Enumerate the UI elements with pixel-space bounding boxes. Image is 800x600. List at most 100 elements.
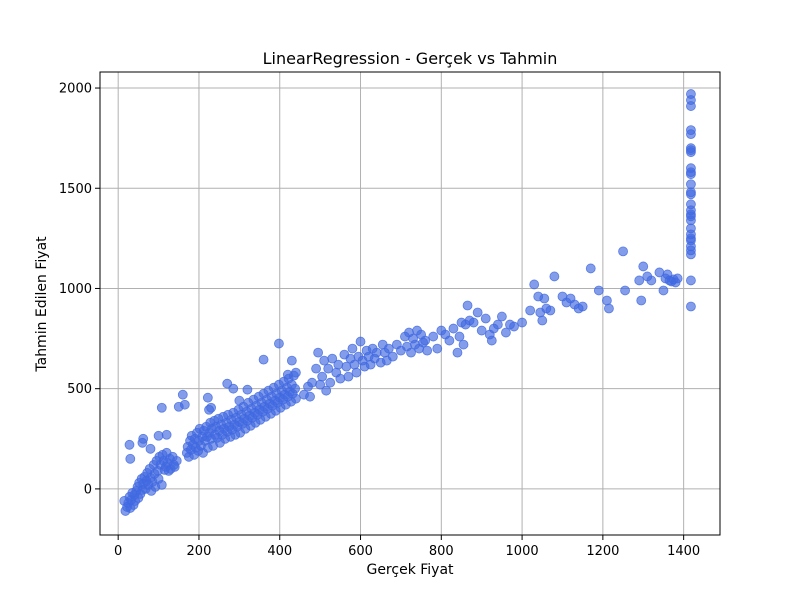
- data-point: [686, 167, 696, 178]
- data-point: [448, 323, 459, 334]
- data-point: [171, 455, 182, 466]
- x-tick-label: 1200: [586, 544, 619, 559]
- data-point: [321, 385, 332, 396]
- data-point: [290, 383, 300, 394]
- data-point: [452, 347, 463, 358]
- data-point: [620, 285, 630, 296]
- data-point: [454, 331, 465, 342]
- data-point: [444, 335, 455, 346]
- data-point: [341, 361, 352, 372]
- data-point: [383, 343, 394, 354]
- data-point: [202, 392, 213, 403]
- y-tick-label: 500: [67, 382, 92, 397]
- data-point: [638, 261, 649, 272]
- data-point: [539, 293, 550, 304]
- data-point: [351, 367, 362, 378]
- data-point: [371, 347, 382, 358]
- x-tick-label: 400: [267, 544, 292, 559]
- data-point: [537, 315, 548, 326]
- x-tick-label: 600: [348, 544, 373, 559]
- x-tick-label: 200: [187, 544, 212, 559]
- data-point: [476, 325, 487, 336]
- x-axis-label: Gerçek Fiyat: [366, 562, 454, 578]
- data-point: [686, 245, 696, 256]
- data-point: [686, 233, 696, 244]
- x-tick-label: 1000: [506, 544, 539, 559]
- data-point: [305, 391, 315, 402]
- data-point: [509, 321, 519, 332]
- data-point: [686, 187, 696, 198]
- chart-title: LinearRegression - Gerçek vs Tahmin: [263, 49, 558, 68]
- data-point: [549, 271, 560, 282]
- data-point: [406, 347, 416, 358]
- data-point: [274, 338, 284, 349]
- y-tick-label: 0: [84, 482, 92, 497]
- data-point: [604, 303, 614, 314]
- data-point: [422, 345, 433, 356]
- data-point: [343, 371, 354, 382]
- x-tick-label: 1400: [667, 544, 700, 559]
- plot-frame: [99, 71, 721, 536]
- data-point: [618, 246, 628, 257]
- data-point: [529, 279, 540, 290]
- data-point: [468, 317, 479, 328]
- data-point: [486, 335, 497, 346]
- data-point: [319, 355, 330, 366]
- data-point: [634, 275, 645, 286]
- data-point: [333, 359, 344, 370]
- data-point: [686, 275, 696, 286]
- data-point: [658, 285, 669, 296]
- y-tick-label: 1000: [59, 282, 92, 297]
- data-point: [472, 307, 483, 318]
- data-point: [672, 273, 683, 284]
- data-point: [125, 453, 136, 464]
- data-point: [317, 371, 328, 382]
- grid: [100, 72, 720, 535]
- data-point: [501, 327, 511, 338]
- data-point: [428, 331, 439, 342]
- data-point: [646, 275, 657, 286]
- data-point: [577, 301, 588, 312]
- data-point: [387, 351, 398, 362]
- data-point: [602, 295, 612, 306]
- data-point: [286, 355, 297, 366]
- data-point: [347, 343, 358, 354]
- data-point: [545, 305, 556, 316]
- data-point: [335, 373, 346, 384]
- y-tick-label: 1500: [59, 182, 92, 197]
- data-point: [138, 433, 149, 444]
- data-point: [496, 311, 507, 322]
- data-point: [636, 295, 647, 306]
- data-point: [686, 145, 696, 156]
- data-point: [307, 377, 317, 388]
- data-point: [234, 395, 245, 406]
- data-point: [290, 367, 301, 378]
- data-point: [355, 336, 366, 347]
- x-tick-label: 800: [429, 544, 454, 559]
- data-point: [420, 335, 431, 346]
- data-point: [517, 317, 527, 328]
- data-point: [145, 443, 156, 454]
- data-point: [349, 359, 360, 370]
- data-point: [480, 313, 491, 324]
- data-point: [686, 301, 696, 312]
- data-point: [206, 402, 216, 413]
- data-point: [290, 393, 301, 404]
- y-axis-label: Tahmin Edilen Fiyat: [34, 236, 50, 373]
- data-point: [593, 285, 604, 296]
- data-point: [323, 363, 334, 374]
- data-point: [492, 319, 503, 330]
- data-point: [228, 383, 239, 394]
- data-point: [313, 347, 324, 358]
- data-point: [686, 129, 696, 140]
- data-points: [119, 89, 696, 516]
- data-point: [161, 429, 172, 440]
- data-point: [462, 300, 473, 311]
- data-point: [153, 430, 164, 441]
- data-point: [242, 384, 253, 395]
- data-point: [327, 353, 338, 364]
- data-point: [525, 305, 536, 316]
- data-point: [325, 377, 336, 388]
